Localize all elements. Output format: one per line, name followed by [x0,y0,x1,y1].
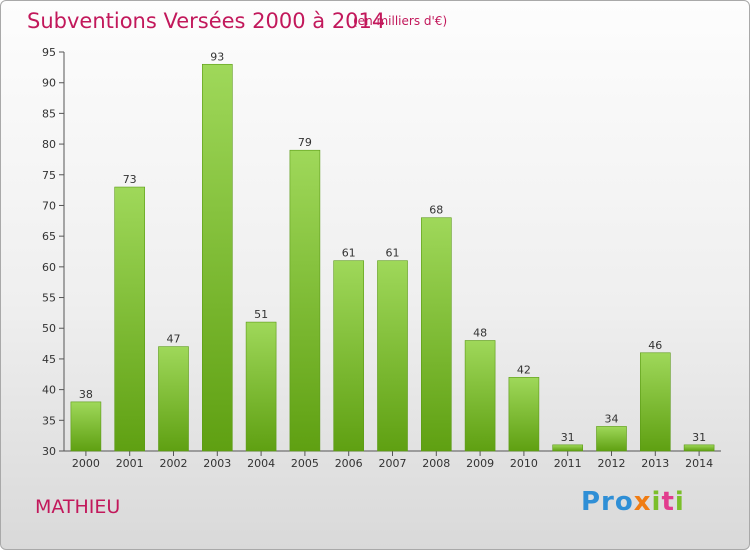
bar [245,321,277,452]
x-tick-label: 2002 [160,457,188,470]
x-tick-label: 2004 [247,457,275,470]
bar-value-label: 79 [298,136,312,149]
bar [552,444,584,452]
chart-unit: (en milliers d'€) [353,14,448,28]
bar-value-label: 46 [648,339,662,352]
x-tick-label: 2010 [510,457,538,470]
bar-value-label: 31 [692,431,706,444]
bar [377,260,408,452]
bar [596,426,627,452]
bar [639,352,671,452]
x-tick-label: 2013 [641,457,669,470]
y-tick-label: 80 [42,138,56,151]
y-tick-label: 45 [42,353,56,366]
bar [158,346,189,452]
x-tick-label: 2007 [379,457,407,470]
x-tick-label: 2003 [203,457,231,470]
x-tick-label: 2011 [554,457,582,470]
y-tick-label: 85 [42,107,56,120]
bar-value-label: 61 [386,247,400,260]
y-tick-label: 50 [42,322,56,335]
bar-value-label: 73 [123,173,137,186]
chart-title: Subventions Versées 2000 à 2014 [27,9,386,33]
bar-value-label: 38 [79,388,93,401]
y-tick-label: 40 [42,384,56,397]
bar-value-label: 48 [473,327,487,340]
y-tick-label: 35 [42,414,56,427]
proxiti-logo: Proxiti [581,487,685,517]
y-tick-label: 90 [42,77,56,90]
bar [464,340,496,452]
x-tick-label: 2008 [422,457,450,470]
y-tick-label: 55 [42,292,56,305]
y-tick-label: 30 [42,445,56,458]
x-tick-label: 2009 [466,457,494,470]
bar-value-label: 42 [517,363,531,376]
chart-bars: 38 73 47 93 51 79 61 61 68 48 42 31 34 46 31 [70,50,715,452]
y-tick-label: 65 [42,230,56,243]
bar-value-label: 34 [605,412,619,425]
bar [70,401,102,452]
bar-value-label: 47 [167,333,181,346]
bar [202,63,233,452]
y-tick-label: 60 [42,261,56,274]
bar [683,444,715,452]
x-tick-label: 2012 [598,457,626,470]
x-tick-label: 2001 [116,457,144,470]
chart-axes: 30 35 40 45 50 55 60 65 70 75 80 85 90 95 2000 2001 2002… [42,46,721,470]
bar [333,260,365,452]
bar-value-label: 68 [429,204,443,217]
bar [289,149,321,452]
bar-value-label: 93 [210,50,224,63]
x-tick-label: 2006 [335,457,363,470]
y-tick-label: 75 [42,169,56,182]
commune-name: MATHIEU [35,496,121,518]
bar [420,217,452,452]
bar [114,186,145,452]
y-tick-label: 70 [42,199,56,212]
x-tick-label: 2014 [685,457,713,470]
x-tick-label: 2005 [291,457,319,470]
bar-value-label: 61 [342,247,356,260]
y-tick-label: 95 [42,46,56,59]
bar-value-label: 31 [561,431,575,444]
x-tick-label: 2000 [72,457,100,470]
bar-value-label: 51 [254,308,268,321]
bar [508,377,540,452]
